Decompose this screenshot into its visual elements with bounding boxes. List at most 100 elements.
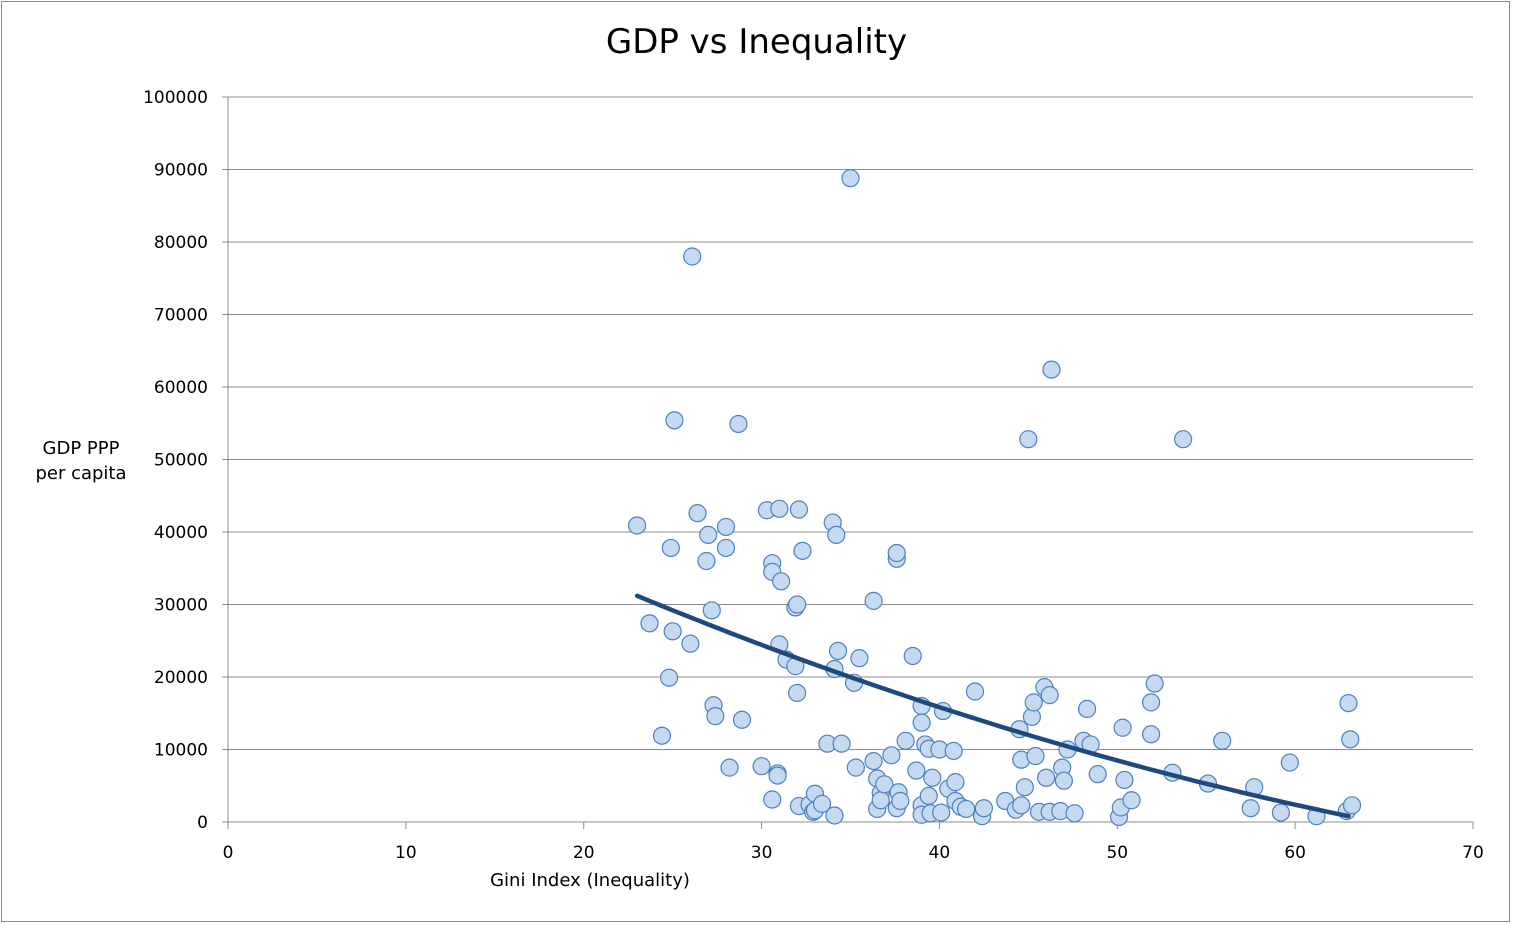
data-point <box>871 791 890 810</box>
y-tick-label: 90000 <box>154 161 208 181</box>
y-axis-label-line-1: GDP PPP <box>42 438 120 459</box>
data-point <box>1012 796 1031 815</box>
data-point <box>812 794 832 813</box>
data-point <box>681 634 700 653</box>
data-point <box>1141 693 1161 712</box>
data-point <box>832 734 851 753</box>
trendline-group <box>634 593 1351 819</box>
data-point <box>640 614 659 633</box>
data-point <box>1077 699 1097 719</box>
data-point <box>729 414 748 434</box>
data-point <box>891 791 910 811</box>
x-tick-label: 70 <box>1462 843 1484 863</box>
data-point <box>697 551 716 571</box>
data-point <box>974 799 993 818</box>
data-point <box>1026 746 1045 766</box>
data-point <box>770 499 789 518</box>
data-point <box>1145 674 1164 693</box>
data-point <box>828 641 848 661</box>
x-tick-label: 30 <box>751 843 773 863</box>
data-point <box>907 761 926 780</box>
x-tick-labels: 0 10 20 30 40 50 60 70 <box>223 843 1484 863</box>
data-point <box>659 668 679 687</box>
data-point <box>912 713 931 732</box>
data-point <box>788 683 807 703</box>
data-point <box>763 790 782 809</box>
data-point <box>1280 753 1299 772</box>
data-point <box>702 601 721 620</box>
data-point <box>944 741 963 761</box>
data-point <box>846 758 865 777</box>
data-point <box>1341 730 1360 749</box>
y-tick-label: 70000 <box>154 306 208 326</box>
data-point <box>875 775 894 794</box>
y-tick-label: 10000 <box>154 741 208 761</box>
data-point <box>864 591 883 610</box>
x-tick-label: 0 <box>223 843 234 863</box>
data-point <box>850 649 869 668</box>
data-point <box>1115 770 1134 790</box>
x-axis <box>222 97 1474 829</box>
data-point <box>772 572 791 591</box>
data-point <box>793 541 812 560</box>
x-tick-label: 10 <box>395 843 417 863</box>
data-point <box>946 773 965 792</box>
data-point <box>652 726 672 745</box>
data-point <box>1054 771 1074 790</box>
data-point <box>1019 430 1038 449</box>
y-tick-label: 80000 <box>154 233 208 253</box>
data-point <box>720 758 739 777</box>
data-point <box>716 538 736 558</box>
data-point <box>789 500 809 519</box>
data-point <box>887 543 906 563</box>
x-tick-label: 60 <box>1284 843 1306 863</box>
data-point <box>965 682 985 701</box>
y-axis-label-line-2: per capita <box>35 463 127 484</box>
data-point <box>919 786 938 806</box>
data-point <box>665 411 684 430</box>
data-point <box>864 751 883 771</box>
data-point <box>1271 803 1291 822</box>
data-points <box>627 169 1362 827</box>
data-point <box>882 746 901 765</box>
y-tick-label: 60000 <box>154 378 208 398</box>
data-point <box>1342 796 1362 815</box>
data-point <box>903 646 922 666</box>
data-point <box>1015 778 1034 797</box>
data-point <box>923 768 942 787</box>
chart-title: GDP vs Inequality <box>605 22 908 62</box>
data-point <box>1065 804 1084 823</box>
data-point <box>706 707 725 726</box>
data-point <box>1173 430 1193 449</box>
y-tick-label: 40000 <box>154 523 208 543</box>
data-point <box>752 757 771 776</box>
data-point <box>661 538 680 558</box>
data-point <box>932 803 951 822</box>
data-point <box>699 525 718 545</box>
data-point <box>627 516 647 535</box>
data-point <box>825 806 844 825</box>
data-point <box>896 731 915 750</box>
data-point <box>1042 360 1061 379</box>
data-point <box>1088 765 1107 784</box>
gridlines <box>222 96 1473 750</box>
data-point <box>1241 799 1260 818</box>
data-point <box>1213 731 1232 750</box>
data-point <box>688 504 707 523</box>
data-point <box>841 169 860 188</box>
x-tick-label: 20 <box>573 843 595 863</box>
data-point <box>1113 718 1132 737</box>
y-tick-label: 50000 <box>154 451 208 471</box>
data-point <box>683 247 702 266</box>
data-point <box>1037 768 1056 787</box>
data-point <box>1122 791 1141 810</box>
data-point <box>957 799 976 819</box>
data-point <box>716 517 736 537</box>
y-tick-label: 100000 <box>143 88 208 108</box>
data-point <box>1024 693 1043 712</box>
data-point <box>788 595 807 614</box>
data-point <box>1339 693 1358 713</box>
x-tick-label: 40 <box>929 843 951 863</box>
y-tick-label: 20000 <box>154 668 208 688</box>
